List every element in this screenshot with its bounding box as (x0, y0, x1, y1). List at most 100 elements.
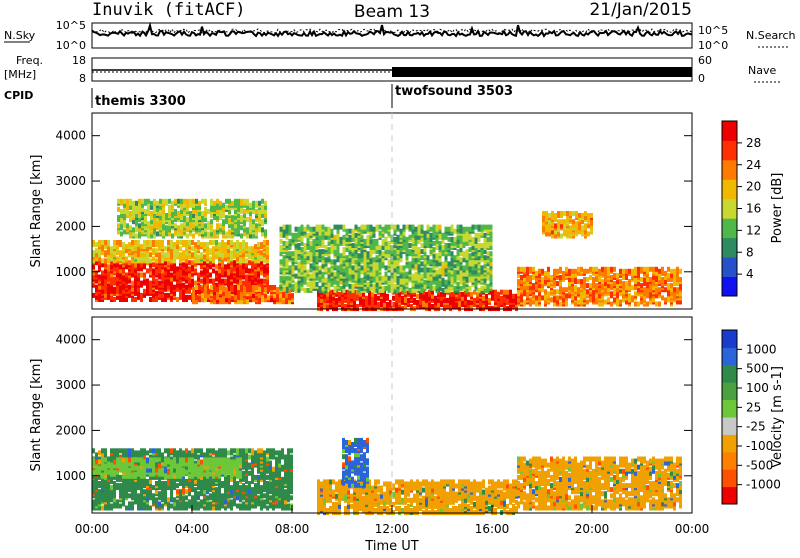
data-cell (445, 280, 448, 285)
data-cell (532, 267, 535, 272)
data-cell (246, 199, 249, 204)
data-cell (328, 268, 331, 273)
data-cell (188, 295, 191, 300)
data-cell (280, 259, 283, 264)
data-cell (556, 295, 559, 300)
data-cell (146, 479, 149, 484)
data-cell (207, 209, 210, 214)
data-cell (152, 448, 155, 453)
data-cell (478, 233, 481, 238)
data-cell (137, 450, 140, 455)
data-cell (463, 265, 466, 270)
data-cell (245, 258, 248, 263)
nsearch-tick-top: 10^5 (698, 24, 728, 37)
data-cell (153, 199, 156, 204)
data-cell (658, 269, 661, 274)
data-cell (224, 279, 227, 284)
data-cell (117, 215, 120, 220)
data-cell (535, 271, 538, 276)
data-cell (331, 259, 334, 264)
beam-title: Beam 13 (354, 2, 430, 22)
data-cell (212, 246, 215, 251)
data-cell (581, 225, 584, 230)
data-cell (578, 213, 581, 218)
data-cell (119, 264, 122, 269)
data-cell (295, 265, 298, 270)
data-cell (131, 281, 134, 286)
data-cell (439, 268, 442, 273)
data-cell (313, 227, 316, 232)
data-cell (215, 264, 218, 269)
data-cell (140, 273, 143, 278)
data-cell (113, 277, 116, 282)
data-cell (128, 493, 131, 498)
data-cell (188, 240, 191, 245)
colorbar-cell (722, 121, 737, 141)
data-cell (484, 255, 487, 260)
data-cell (248, 246, 251, 251)
data-cell (430, 233, 433, 238)
data-cell (252, 201, 255, 206)
data-cell (280, 239, 283, 244)
data-cell (128, 285, 131, 290)
data-cell (119, 250, 122, 255)
data-cell (204, 223, 207, 228)
data-cell (126, 199, 129, 204)
data-cell (433, 225, 436, 230)
data-cell (451, 225, 454, 230)
data-cell (460, 257, 463, 262)
data-cell (194, 242, 197, 247)
data-cell (185, 240, 188, 245)
data-cell (210, 219, 213, 224)
data-cell (138, 199, 141, 204)
data-cell (201, 293, 204, 298)
data-cell (224, 264, 227, 269)
ytick-label: 3000 (55, 174, 86, 188)
data-cell (568, 269, 571, 274)
data-cell (237, 285, 240, 290)
data-cell (352, 284, 355, 289)
data-cell (176, 297, 179, 302)
data-cell (134, 240, 137, 245)
data-cell (158, 501, 161, 506)
data-cell (191, 260, 194, 265)
data-cell (276, 287, 279, 292)
data-cell (128, 260, 131, 265)
data-cell (334, 235, 337, 240)
data-cell (494, 290, 497, 295)
data-cell (430, 227, 433, 232)
data-cell (457, 225, 460, 230)
data-cell (146, 279, 149, 284)
data-cell (234, 295, 237, 300)
data-cell (586, 283, 589, 288)
data-cell (325, 245, 328, 250)
data-cell (264, 201, 267, 206)
data-cell (237, 199, 240, 204)
data-cell (560, 234, 563, 239)
data-cell (283, 241, 286, 246)
data-cell (664, 287, 667, 292)
nsky-tick-top: 10^5 (56, 19, 86, 32)
data-cell (397, 225, 400, 230)
data-cell (313, 239, 316, 244)
data-cell (246, 227, 249, 232)
data-cell (500, 290, 503, 295)
data-cell (167, 293, 170, 298)
nave-tick-top: 60 (698, 54, 712, 67)
data-cell (171, 234, 174, 239)
data-cell (379, 225, 382, 230)
data-cell (469, 227, 472, 232)
data-cell (125, 448, 128, 453)
data-cell (584, 223, 587, 228)
data-cell (379, 245, 382, 250)
data-cell (394, 284, 397, 289)
data-cell (506, 290, 509, 295)
data-cell (152, 240, 155, 245)
data-cell (174, 199, 177, 204)
data-cell (631, 269, 634, 274)
data-cell (180, 199, 183, 204)
data-cell (231, 215, 234, 220)
data-cell (295, 233, 298, 238)
data-cell (123, 229, 126, 234)
data-cell (595, 267, 598, 272)
